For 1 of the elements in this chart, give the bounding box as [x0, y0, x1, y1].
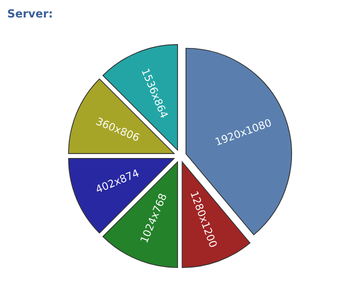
- chart-title: Server:: [8, 9, 52, 18]
